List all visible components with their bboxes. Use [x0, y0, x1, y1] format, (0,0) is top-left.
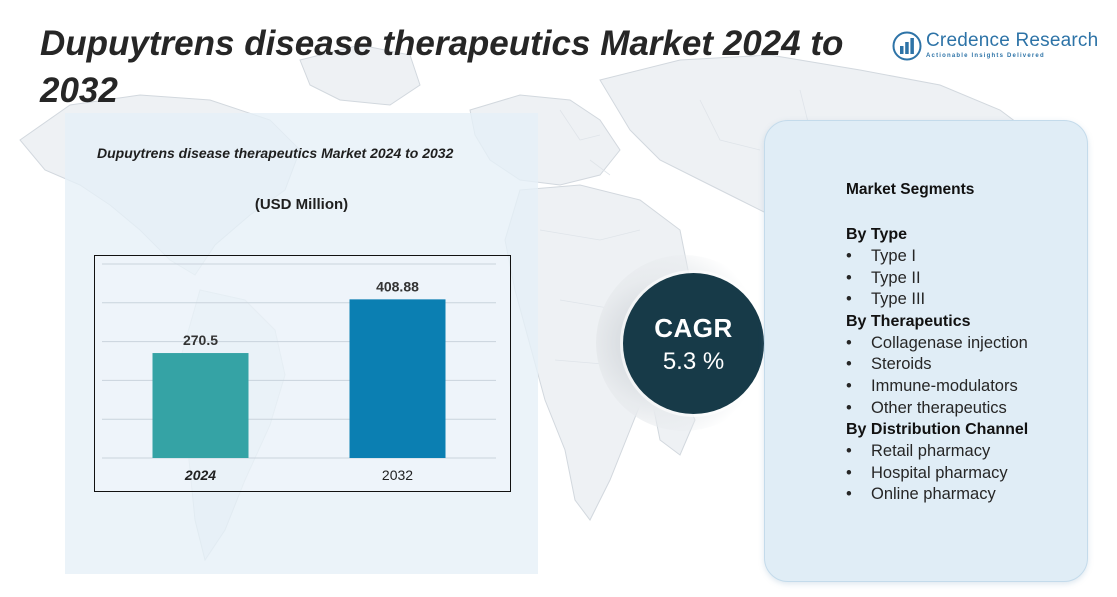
segment-item: • Other therapeutics [846, 398, 1086, 420]
bullet-icon: • [846, 247, 852, 265]
chart-unit-label: (USD Million) [254, 196, 349, 213]
chart-frame: 270.5 2024 408.88 2032 [94, 255, 511, 492]
bar-chart-logo-icon [892, 31, 922, 61]
segment-group-list: • Collagenase injection • Steroids • Immune-m… [846, 333, 1086, 419]
logo-name: Credence Research [926, 30, 1099, 51]
segment-item-label: Other therapeutics [871, 398, 1007, 417]
segment-item-label: Immune-modulators [871, 376, 1018, 395]
segments-list: By Type • Type I • Type II • Type III By Therap… [846, 224, 1086, 506]
cagr-label: CAGR [654, 313, 733, 343]
segment-item: • Steroids [846, 354, 1086, 376]
segment-item-label: Hospital pharmacy [871, 463, 1008, 482]
bullet-icon: • [846, 376, 852, 395]
segment-item-label: Online pharmacy [871, 485, 996, 504]
segment-item-label: Type III [871, 290, 926, 309]
segment-item: • Hospital pharmacy [846, 463, 1086, 485]
cagr-badge: CAGR 5.3 % [623, 273, 764, 414]
credence-research-logo[interactable]: Credence Research Actionable Insights De… [892, 30, 1098, 64]
bullet-icon: • [846, 485, 852, 504]
chart-panel: Dupuytrens disease therapeutics Market 2… [65, 113, 538, 574]
segment-item: • Type I [846, 246, 1086, 268]
segment-group-title: By Distribution Channel [846, 421, 1029, 439]
category-label: 2024 [184, 467, 216, 483]
logo-tagline: Actionable Insights Delivered [926, 53, 1045, 59]
category-label: 2032 [382, 467, 413, 483]
segment-item: • Type III [846, 289, 1086, 311]
segment-item-label: Type II [871, 268, 921, 287]
segment-item-label: Type I [871, 247, 916, 265]
cagr-value: 5.3 % [662, 348, 725, 375]
bullet-icon: • [846, 355, 852, 374]
segment-group-list: • Retail pharmacy • Hospital pharmacy • Onlin… [846, 441, 1086, 506]
segment-item: • Collagenase injection [846, 333, 1086, 355]
market-segments-card: Market Segments By Type • Type I • Type II • T… [764, 120, 1088, 582]
page-title: Dupuytrens disease therapeutics Market 2… [40, 24, 844, 110]
bullet-icon: • [846, 398, 852, 417]
bullet-icon: • [846, 463, 852, 482]
segment-item-label: Steroids [871, 355, 932, 374]
segment-item: • Retail pharmacy [846, 441, 1086, 463]
segment-item: • Type II [846, 268, 1086, 290]
bar-2032 [349, 299, 446, 458]
segment-item-label: Retail pharmacy [871, 442, 991, 461]
bullet-icon: • [846, 290, 852, 309]
data-label: 270.5 [183, 332, 218, 348]
segment-item: • Online pharmacy [846, 484, 1086, 506]
segments-heading: Market Segments [846, 181, 975, 198]
segment-item-label: Collagenase injection [871, 333, 1028, 352]
bar-chart: 270.5 2024 408.88 2032 [102, 263, 496, 483]
chart-title: Dupuytrens disease therapeutics Market 2… [97, 145, 454, 161]
segment-group-title: By Therapeutics [846, 312, 971, 330]
segment-group-list: • Type I • Type II • Type III [846, 246, 1086, 311]
segment-group-title: By Type [846, 226, 908, 243]
bullet-icon: • [846, 442, 852, 461]
bar-2024 [152, 353, 249, 458]
data-label: 408.88 [376, 278, 419, 294]
bullet-icon: • [846, 268, 852, 287]
segment-item: • Immune-modulators [846, 376, 1086, 398]
bullet-icon: • [846, 333, 852, 352]
